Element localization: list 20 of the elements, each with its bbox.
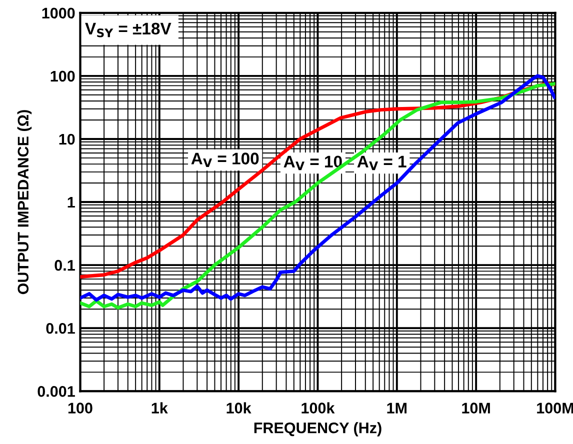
y-tick-label: 0.001 — [38, 386, 75, 397]
x-axis-title: FREQUENCY (Hz) — [254, 422, 382, 436]
y-tick-label: 0.01 — [46, 322, 75, 334]
annotation: A$_{V}$ = 10 — [284, 156, 342, 170]
y-tick-label: 1000 — [42, 8, 75, 19]
x-tick-label: 10M — [462, 402, 490, 414]
x-tick-label: 100M — [537, 402, 573, 414]
y-tick-label: 100 — [50, 70, 75, 82]
annotation: A$_{V}$ = 1 — [357, 156, 406, 170]
annotation: A$_{V}$ = 100 — [191, 152, 259, 168]
x-tick-label: 10k — [226, 402, 252, 414]
y-axis-title: OUTPUT IMPEDANCE (Ω) — [17, 110, 32, 294]
annotation: V$_{SY}$ = ±18V — [85, 22, 172, 38]
y-tick-label: 10 — [59, 134, 75, 145]
x-tick-label: 100 — [68, 402, 92, 414]
x-tick-label: 100k — [302, 402, 335, 414]
x-tick-label: 1M — [387, 402, 406, 414]
y-tick-label: 1 — [68, 197, 75, 208]
x-tick-label: 1k — [152, 402, 168, 414]
y-tick-label: 0.1 — [54, 260, 75, 271]
